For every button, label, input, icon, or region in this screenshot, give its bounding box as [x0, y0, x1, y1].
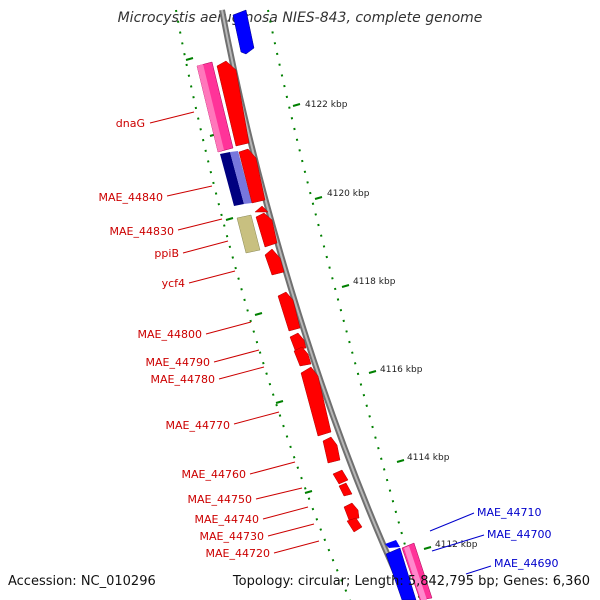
gene-label-MAE_44840: MAE_44840	[99, 191, 163, 204]
gene-label-MAE_44710: MAE_44710	[477, 506, 541, 519]
inner-tick-marks	[185, 57, 313, 494]
tick-label-4118: 4118 kbp	[353, 277, 396, 287]
gene-red-5	[264, 248, 285, 276]
gene-red-13	[343, 502, 360, 521]
gene-red-14	[346, 517, 363, 533]
outer-tick-marks	[292, 103, 432, 550]
gene-label-MAE_44750: MAE_44750	[188, 493, 252, 506]
gene-label-MAE_44730: MAE_44730	[200, 530, 264, 543]
gene-red-8	[293, 346, 312, 367]
left-leader-lines	[149, 111, 320, 554]
tick-label-4122: 4122 kbp	[305, 100, 348, 110]
gene-label-MAE_44700: MAE_44700	[487, 528, 551, 541]
map-title: Microcystis aeruginosa NIES-843, complet…	[117, 10, 483, 26]
gene-khaki	[236, 214, 261, 254]
inner-dotted-guide	[175, 9, 351, 600]
tick-label-4112: 4112 kbp	[435, 540, 478, 550]
gene-red-1	[216, 60, 250, 147]
genome-summary: Topology: circular; Length: 5,842,795 bp…	[232, 574, 590, 589]
gene-label-ppiB: ppiB	[154, 247, 179, 260]
gene-red-2	[238, 148, 266, 204]
gene-red-10	[322, 436, 341, 464]
tick-label-4114: 4114 kbp	[407, 453, 450, 463]
gene-bottom-blue	[385, 547, 417, 600]
gene-label-MAE_44830: MAE_44830	[110, 225, 174, 238]
gene-label-MAE_44690: MAE_44690	[494, 557, 558, 570]
gene-label-MAE_44720: MAE_44720	[206, 547, 270, 560]
gene-top-blue	[232, 9, 255, 55]
gene-label-MAE_44760: MAE_44760	[182, 468, 246, 481]
gene-bottom-blue-small	[385, 540, 400, 548]
tick-label-4120: 4120 kbp	[327, 189, 370, 199]
gene-label-MAE_44770: MAE_44770	[166, 419, 230, 432]
gene-navy	[220, 152, 244, 206]
gene-red-3	[254, 205, 269, 213]
gene-label-MAE_44740: MAE_44740	[195, 513, 259, 526]
gene-red-12	[338, 482, 353, 497]
gene-label-ycf4: ycf4	[162, 277, 185, 290]
gene-red-11	[332, 469, 349, 485]
gene-label-MAE_44780: MAE_44780	[151, 373, 215, 386]
gene-label-MAE_44800: MAE_44800	[138, 328, 202, 341]
gene-periwinkle	[230, 151, 252, 204]
tick-label-4116: 4116 kbp	[380, 365, 423, 375]
gene-label-MAE_44790: MAE_44790	[146, 356, 210, 369]
red-gene-group	[216, 60, 363, 533]
gene-label-dnaG: dnaG	[116, 117, 145, 130]
genome-backbone	[219, 9, 411, 600]
accession-text: Accession: NC_010296	[8, 574, 156, 589]
gene-red-4	[255, 212, 278, 248]
gene-red-7	[289, 332, 307, 351]
right-leader-lines	[429, 512, 492, 575]
gene-red-9	[300, 366, 332, 437]
gene-red-6	[277, 291, 301, 332]
